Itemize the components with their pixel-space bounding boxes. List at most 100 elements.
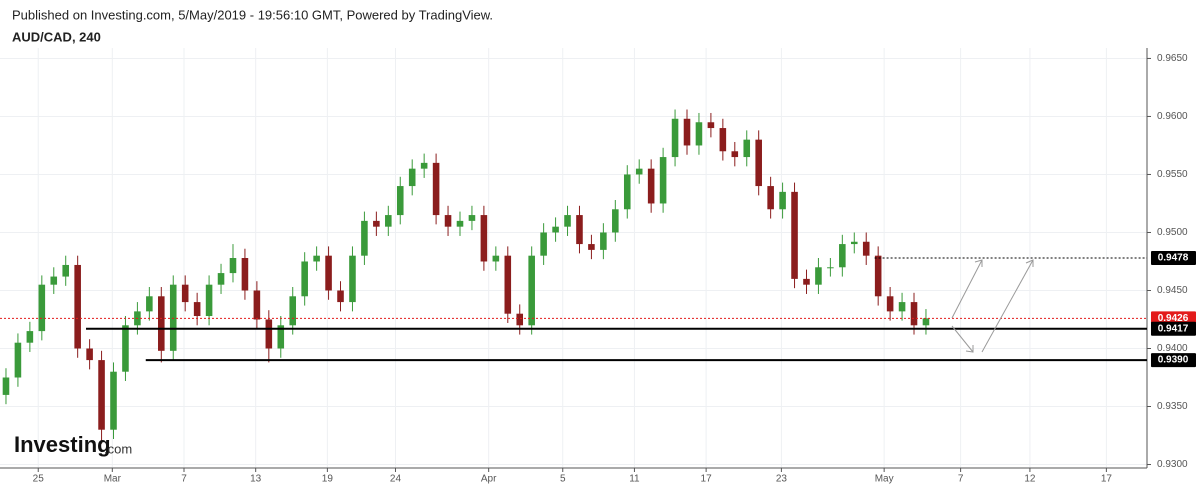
candle-body: [683, 118, 691, 146]
candle-body: [98, 360, 105, 430]
logo-suffix: .com: [104, 441, 132, 456]
x-tick-label: 12: [1024, 474, 1036, 485]
candle-body: [301, 261, 308, 297]
candle-body: [277, 325, 285, 349]
candle-body: [468, 215, 476, 221]
candle-body: [361, 220, 368, 256]
candle-body: [635, 168, 643, 175]
candle-body: [408, 168, 416, 187]
candle-body: [839, 244, 846, 268]
candle-body: [62, 264, 69, 277]
y-tick-label: 0.9450: [1157, 285, 1188, 296]
candle-body: [588, 244, 595, 250]
x-tick-label: Apr: [481, 474, 497, 485]
candle-body: [707, 122, 715, 129]
candle-body: [480, 215, 488, 262]
candle-body: [241, 258, 249, 291]
candle-body: [289, 296, 297, 326]
candle-body: [38, 284, 46, 332]
level-label: 0.9417: [1158, 323, 1189, 334]
candle-body: [910, 302, 918, 326]
candle-body: [600, 232, 607, 250]
level-label-box: [1151, 321, 1196, 336]
y-tick-label: 0.9650: [1157, 53, 1188, 64]
candle-body: [385, 215, 392, 227]
candle-body: [695, 122, 703, 146]
candle-body: [827, 267, 834, 269]
candle-body: [874, 255, 882, 297]
x-tick-label: 11: [629, 474, 640, 485]
candle-body: [671, 118, 679, 158]
candle-body: [169, 284, 177, 351]
arrow-head: [965, 345, 974, 353]
level-label-box: [1151, 251, 1196, 265]
candle-body: [265, 319, 273, 349]
candle-body: [815, 267, 822, 285]
candle-body: [791, 191, 798, 279]
candle-body: [253, 290, 261, 320]
y-tick-label: 0.9350: [1157, 401, 1188, 412]
plot-area: 0.9300 0.9350 0.9400 0.9450 0.9500 0.9550 0.96…: [0, 48, 1196, 485]
y-tick-label: 0.9550: [1157, 169, 1188, 180]
candle-body: [612, 209, 619, 233]
candle-body: [743, 139, 751, 158]
candle-body: [922, 318, 930, 326]
candle-body: [552, 226, 559, 233]
candle-body: [576, 215, 583, 245]
level-label: 0.9426: [1158, 313, 1189, 324]
candle-body: [205, 284, 213, 317]
candle-body: [110, 371, 117, 430]
candle-body: [623, 174, 631, 210]
candle-body: [420, 162, 428, 169]
candle-body: [755, 139, 762, 187]
candle-body: [26, 331, 34, 343]
candle-body: [74, 264, 81, 349]
candle-body: [2, 377, 10, 395]
x-tick-label: 13: [250, 474, 262, 485]
x-tick-label: Mar: [104, 474, 122, 485]
x-tick-label: 17: [701, 474, 713, 485]
candle-body: [767, 186, 774, 210]
y-tick-label: 0.9300: [1157, 459, 1188, 470]
candle-body: [86, 348, 93, 361]
level-label: 0.9478: [1158, 253, 1189, 264]
candle-body: [540, 232, 547, 256]
candle-body: [325, 255, 332, 291]
candle-body: [803, 278, 810, 285]
candle-body: [373, 220, 380, 227]
x-tick-label: 24: [390, 474, 402, 485]
candle-body: [779, 191, 786, 210]
arrow-head: [1025, 259, 1034, 267]
projection-arrows: [951, 259, 1034, 353]
x-tick-label: May: [875, 474, 894, 485]
candle-body: [432, 162, 440, 216]
x-tick-label: 19: [322, 474, 334, 485]
candle-body: [229, 258, 237, 274]
candle-body: [396, 186, 404, 216]
candle-body: [158, 296, 165, 351]
candle-body: [719, 128, 727, 152]
x-tick-label: 17: [1101, 474, 1113, 485]
x-tick-label: 25: [33, 474, 45, 485]
candle-body: [14, 342, 22, 378]
arrow-head: [974, 259, 983, 267]
candle-body: [862, 241, 870, 256]
logo: Investing .com: [14, 432, 132, 457]
candle-body: [647, 168, 655, 204]
candle-body: [850, 241, 858, 245]
candle-body: [181, 284, 189, 303]
candle-body: [193, 302, 201, 317]
level-label: 0.9390: [1158, 355, 1189, 366]
candle-body: [122, 325, 129, 372]
x-tick-label: 23: [776, 474, 788, 485]
candle-body: [528, 255, 535, 326]
candle-body: [456, 220, 464, 227]
candle-body: [898, 302, 906, 312]
candle-body: [349, 255, 356, 303]
logo-name: Investing: [14, 432, 111, 457]
candle-body: [659, 157, 667, 204]
candle-body: [217, 273, 225, 285]
candle-body: [492, 255, 500, 262]
